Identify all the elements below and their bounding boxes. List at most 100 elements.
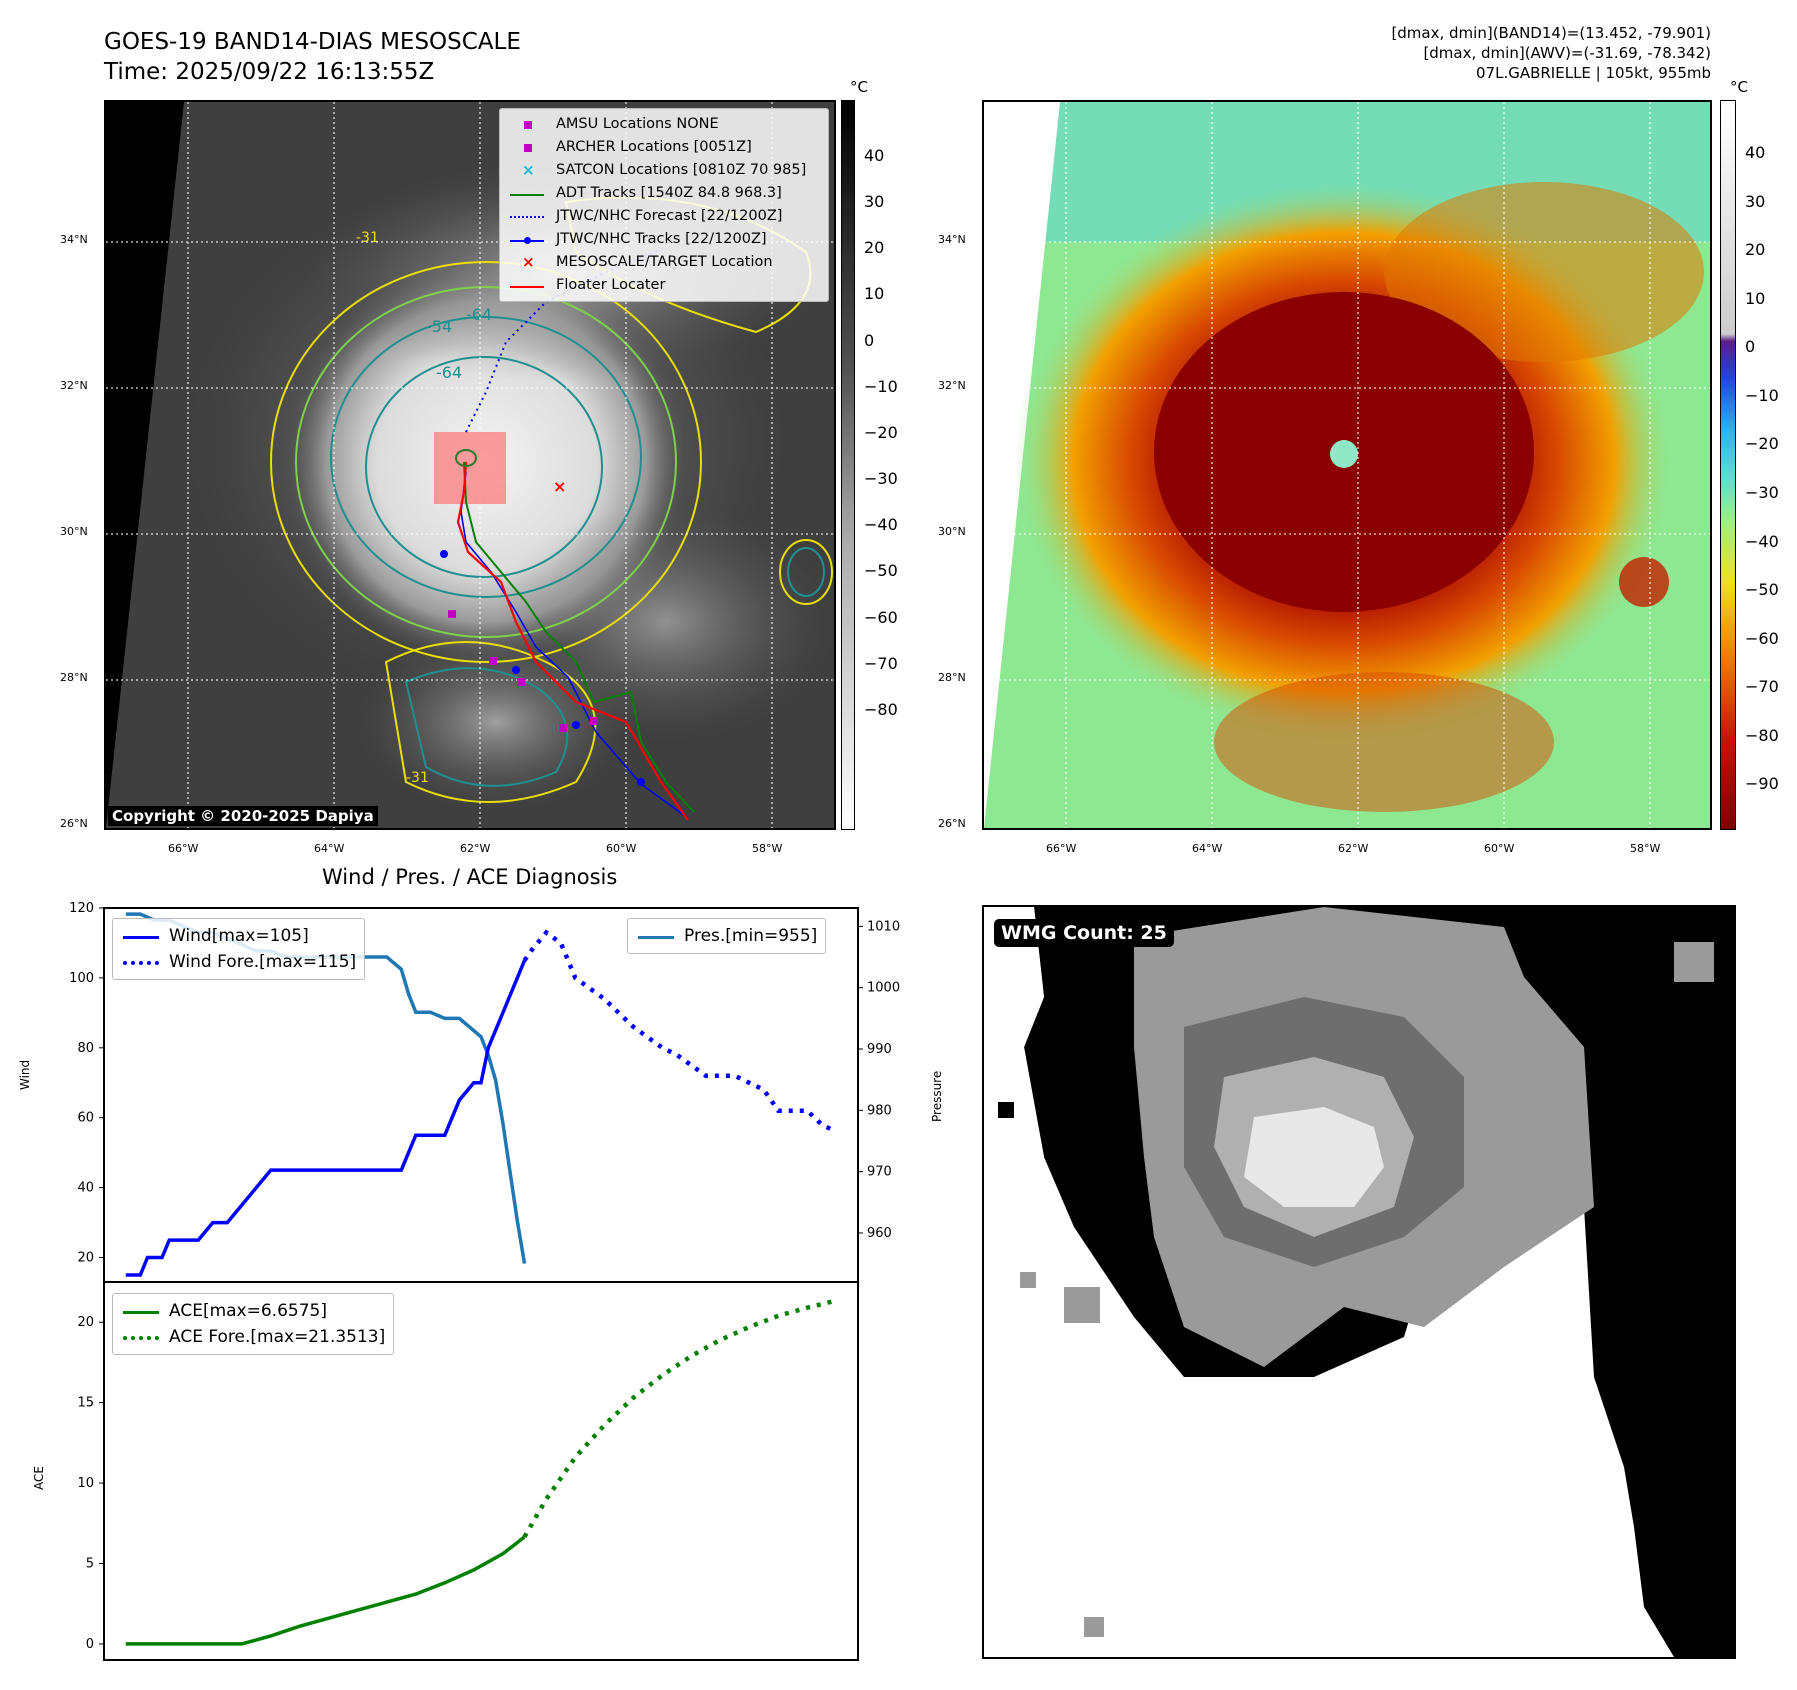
pressure-tick-label: 990 [867,1042,892,1057]
wind-tick-label: 20 [77,1251,94,1266]
contour-label: -54 [426,317,452,336]
awv-map-panel [982,100,1712,830]
wmg-count-badge: WMG Count: 25 [994,919,1174,947]
wind-tick-label: 40 [77,1181,94,1196]
jtwc-track [460,471,689,819]
ace-series [125,1535,526,1646]
lat-label: 34°N [60,233,88,246]
lon-label: 58°W [752,842,783,855]
legend-item-floater: Floater Locater [508,274,820,297]
legend-item-target: × MESOSCALE/TARGET Location [508,251,820,274]
ace-forecast-series [522,1298,837,1538]
lon-label: 60°W [1484,842,1515,855]
main-title: GOES-19 BAND14-DIAS MESOSCALE [104,29,521,55]
pressure-tick-label: 970 [867,1165,892,1180]
diagnosis-title: Wind / Pres. / ACE Diagnosis [322,865,618,889]
colorbar-tick-label: −30 [1745,483,1779,502]
copyright-label: Copyright © 2020-2025 Dapiya [108,806,378,826]
contour-label: -64 [466,305,492,324]
colorbar-tick-label: 40 [864,146,885,165]
colorbar-tick-label: 0 [1745,337,1756,357]
lon-label: 62°W [460,842,491,855]
colorbar-tick-label: −80 [1745,725,1779,745]
band14-map-panel: -31 -54 -64 -64 -31 × [104,100,836,830]
wind-tick-label: 100 [69,971,94,986]
colorbar-unit: °C [1730,78,1748,96]
lat-label: 28°N [60,671,88,684]
wind-series [125,959,527,1277]
lat-label: 32°N [60,379,88,392]
colorbar-tick-label: −40 [1745,531,1779,551]
contour-label: -64 [436,363,462,382]
colorbar-tick-label: 30 [864,192,885,212]
wind-tick-label: 80 [77,1041,94,1056]
floater-box [434,432,506,504]
blue-dotted-line-icon [508,207,548,227]
blue-dotted-line-icon [121,952,161,972]
band14-colorbar [841,100,855,830]
colorbar-tick-label: −70 [1745,677,1779,697]
jtwc-forecast-track [465,246,667,433]
magenta-square-icon [508,138,548,158]
blue-line-dot-icon [508,230,548,250]
lat-label: 26°N [938,817,966,830]
pressure-tick-label: 1000 [867,981,900,996]
colorbar-tick-label: −60 [1745,628,1779,648]
ace-legend: ACE[max=6.6575] ACE Fore.[max=21.3513] [112,1293,395,1355]
wmg-image [984,907,1734,1657]
ace-tick-label: 10 [77,1476,94,1491]
colorbar-tick-label: −50 [1745,580,1779,600]
pressure-tick-label: 960 [867,1226,892,1241]
colorbar-tick-label: 10 [1745,288,1766,308]
colorbar-tick-label: 20 [1745,240,1766,260]
lon-label: 64°W [1192,842,1223,855]
storm-info: 07L.GABRIELLE | 105kt, 955mb [1476,64,1711,82]
green-dotted-line-icon [121,1327,161,1347]
legend-item-wind-forecast: Wind Fore.[max=115] [121,949,356,975]
legend-item-ace: ACE[max=6.6575] [121,1298,385,1324]
band14-range: [dmax, dmin](BAND14)=(13.452, -79.901) [1391,24,1711,42]
svg-text:×: × [553,477,566,496]
colorbar-tick-label: −40 [864,515,898,535]
lon-label: 64°W [314,842,345,855]
steelblue-line-icon [636,926,676,946]
colorbar-tick-label: 0 [864,330,875,350]
awv-map-svg [984,102,1710,828]
green-line-icon [508,184,548,204]
ace-tick-label: 0 [86,1637,94,1652]
legend-item-satcon: × SATCON Locations [0810Z 70 985] [508,159,820,182]
timestamp: Time: 2025/09/22 16:13:55Z [104,59,435,85]
colorbar-tick-label: −20 [864,422,898,442]
map-legend: AMSU Locations NONE ARCHER Locations [00… [499,108,829,302]
legend-item-wind: Wind[max=105] [121,923,356,949]
lat-label: 30°N [938,525,966,538]
cyan-x-icon: × [522,160,535,179]
wind-tick-label: 60 [77,1111,94,1126]
lat-label: 32°N [938,379,966,392]
lon-label: 66°W [168,842,199,855]
red-line-icon [508,276,548,296]
wind-legend: Wind[max=105] Wind Fore.[max=115] [112,918,366,980]
blue-line-icon [121,926,161,946]
colorbar-tick-label: 30 [1745,191,1766,211]
colorbar-tick-label: −50 [864,561,898,581]
lon-label: 60°W [606,842,637,855]
ace-tick-label: 15 [77,1396,94,1411]
colorbar-tick-label: −30 [864,469,898,489]
contour-label: -31 [356,230,379,246]
colorbar-tick-label: −90 [1745,774,1779,794]
pressure-legend: Pres.[min=955] [627,918,827,954]
legend-item-archer: ARCHER Locations [0051Z] [508,136,820,159]
floater-track [456,461,689,821]
pressure-tick-label: 1010 [867,919,900,934]
colorbar-tick-label: −20 [1745,434,1779,454]
legend-item-jtwc-tracks: JTWC/NHC Tracks [22/1200Z] [508,228,820,251]
wind-forecast-series [522,929,838,1134]
lat-label: 28°N [938,671,966,684]
legend-item-adt: ADT Tracks [1540Z 84.8 968.3] [508,182,820,205]
colorbar-tick-label: −10 [864,376,898,396]
lat-label: 30°N [60,525,88,538]
legend-item-jtwc-forecast: JTWC/NHC Forecast [22/1200Z] [508,205,820,228]
lon-label: 58°W [1630,842,1661,855]
ace-tick-label: 20 [77,1315,94,1330]
